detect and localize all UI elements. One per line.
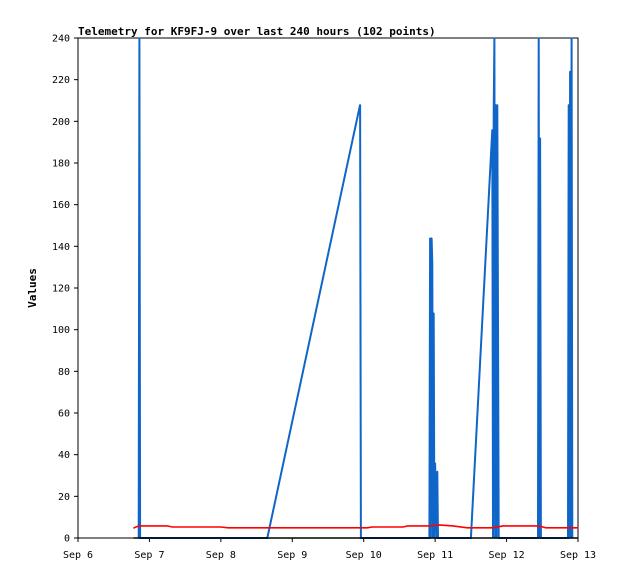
data-point — [538, 525, 540, 527]
y-tick-label: 40 — [58, 450, 70, 461]
data-point — [431, 262, 433, 264]
data-point — [227, 527, 229, 529]
data-point — [491, 129, 493, 131]
data-point — [433, 312, 435, 314]
y-tick-label: 100 — [52, 325, 70, 336]
data-point — [220, 526, 222, 528]
data-point — [133, 527, 135, 529]
data-point — [452, 525, 454, 527]
data-point — [291, 527, 293, 529]
data-point — [429, 237, 431, 239]
data-point — [577, 527, 579, 529]
chart-title: Telemetry for KF9FJ-9 over last 240 hour… — [78, 25, 436, 38]
data-point — [497, 320, 499, 322]
data-point — [493, 37, 495, 39]
data-point — [545, 527, 547, 529]
data-point — [166, 525, 168, 527]
y-tick-label: 240 — [52, 34, 70, 45]
data-point — [171, 526, 173, 528]
data-point — [466, 527, 468, 529]
x-tick-label: Sep 8 — [206, 550, 236, 561]
data-point — [436, 470, 438, 472]
series-layer — [133, 37, 579, 539]
data-point — [502, 525, 504, 527]
y-tick-label: 120 — [52, 284, 70, 295]
data-point — [569, 70, 571, 72]
data-point — [496, 104, 498, 106]
data-point — [428, 525, 430, 527]
x-tick-label: Sep 13 — [560, 550, 596, 561]
data-point — [495, 104, 497, 106]
x-axis: Sep 6 Sep 7 Sep 8 Sep 9 Sep 10 Sep 11 Sep 12 Se… — [63, 538, 596, 561]
data-point — [359, 104, 361, 106]
data-point — [138, 37, 140, 39]
data-point — [539, 137, 541, 139]
data-point — [493, 112, 495, 114]
data-point — [568, 104, 570, 106]
y-tick-label: 180 — [52, 159, 70, 170]
x-tick-label: Sep 11 — [417, 550, 453, 561]
y-tick-label: 20 — [58, 492, 70, 503]
data-point — [434, 462, 436, 464]
y-tick-label: 140 — [52, 242, 70, 253]
data-point — [438, 524, 440, 526]
y-tick-label: 160 — [52, 200, 70, 211]
data-point — [138, 525, 140, 527]
x-tick-label: Sep 9 — [277, 550, 307, 561]
y-tick-label: 220 — [52, 75, 70, 86]
series-1 — [133, 524, 579, 529]
series-2 — [133, 537, 579, 539]
data-point — [491, 527, 493, 529]
y-axis: 0 20 40 60 80 100 120 140 160 180 200 220 240 — [52, 34, 78, 545]
x-tick-label: Sep 10 — [346, 550, 382, 561]
data-point — [431, 237, 433, 239]
x-tick-label: Sep 7 — [134, 550, 164, 561]
y-tick-label: 80 — [58, 367, 70, 378]
plot-area — [77, 37, 579, 539]
y-tick-label: 200 — [52, 117, 70, 128]
data-point — [366, 527, 368, 529]
x-tick-label: Sep 12 — [489, 550, 525, 561]
y-tick-label: 60 — [58, 409, 70, 420]
data-point — [402, 526, 404, 528]
x-tick-label: Sep 6 — [63, 550, 93, 561]
data-point — [407, 525, 409, 527]
data-point — [577, 537, 579, 539]
series-line — [133, 524, 578, 529]
data-point — [571, 37, 573, 39]
y-axis-title: Values — [26, 268, 39, 308]
data-point — [371, 526, 373, 528]
y-tick-label: 0 — [64, 534, 70, 545]
data-point — [538, 37, 540, 39]
data-point — [133, 537, 135, 539]
